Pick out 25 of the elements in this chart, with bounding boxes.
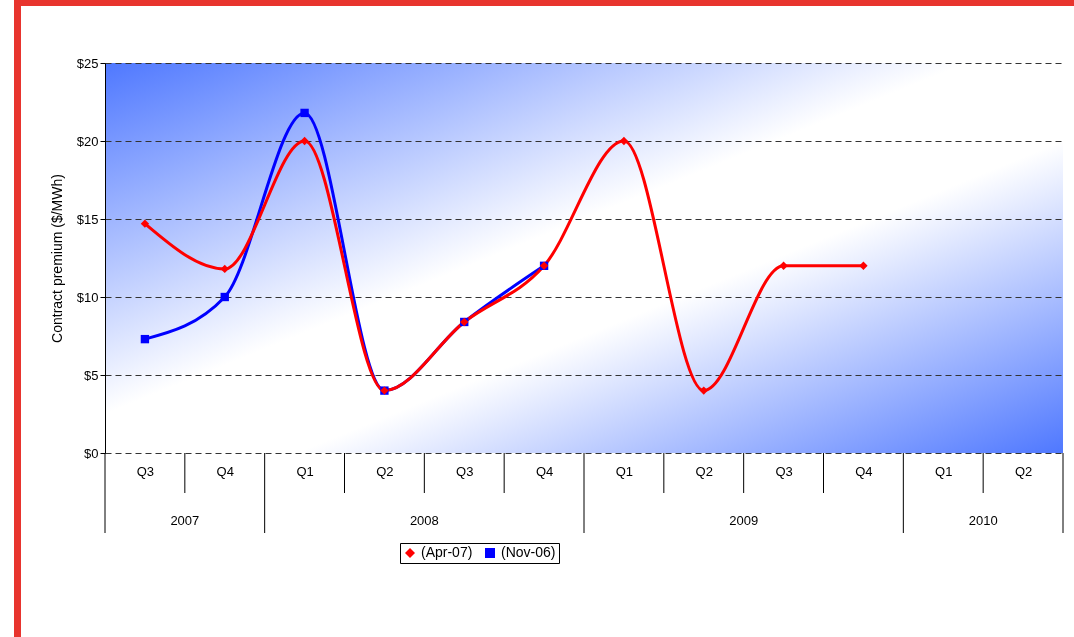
x-tick-label: Q3	[456, 463, 474, 479]
x-tick-label: Q4	[535, 463, 554, 479]
text: 2010	[968, 513, 998, 528]
y-tick-label: $20	[76, 133, 99, 149]
x-tick-label: Q3	[136, 463, 155, 479]
legend-label: (Apr-07)	[421, 544, 473, 560]
text: 2007	[170, 513, 200, 528]
legend-label: (Nov-06)	[501, 544, 556, 560]
y-tick-label: $10	[76, 289, 99, 305]
y-tick-label: $25	[76, 55, 99, 71]
y-axis-title: Contract premium ($/MWh)	[48, 174, 65, 343]
x-tick-label: Q2	[1014, 463, 1033, 479]
y-tick-label: $0	[84, 445, 99, 461]
y-tick-label: $15	[76, 211, 99, 227]
x-tick-label: Q4	[855, 463, 873, 479]
x-tick-label: Q4	[216, 463, 234, 479]
x-tick-label: Q1	[296, 463, 314, 479]
text: 2008	[409, 513, 439, 528]
x-tick-label: Q2	[695, 463, 713, 479]
x-tick-label: Q1	[935, 463, 953, 479]
text: 2009	[729, 513, 759, 528]
x-tick-label: Q2	[376, 463, 394, 479]
y-tick-label: $5	[84, 367, 99, 383]
x-tick-label: Q1	[615, 463, 634, 479]
x-tick-label: Q3	[775, 463, 793, 479]
